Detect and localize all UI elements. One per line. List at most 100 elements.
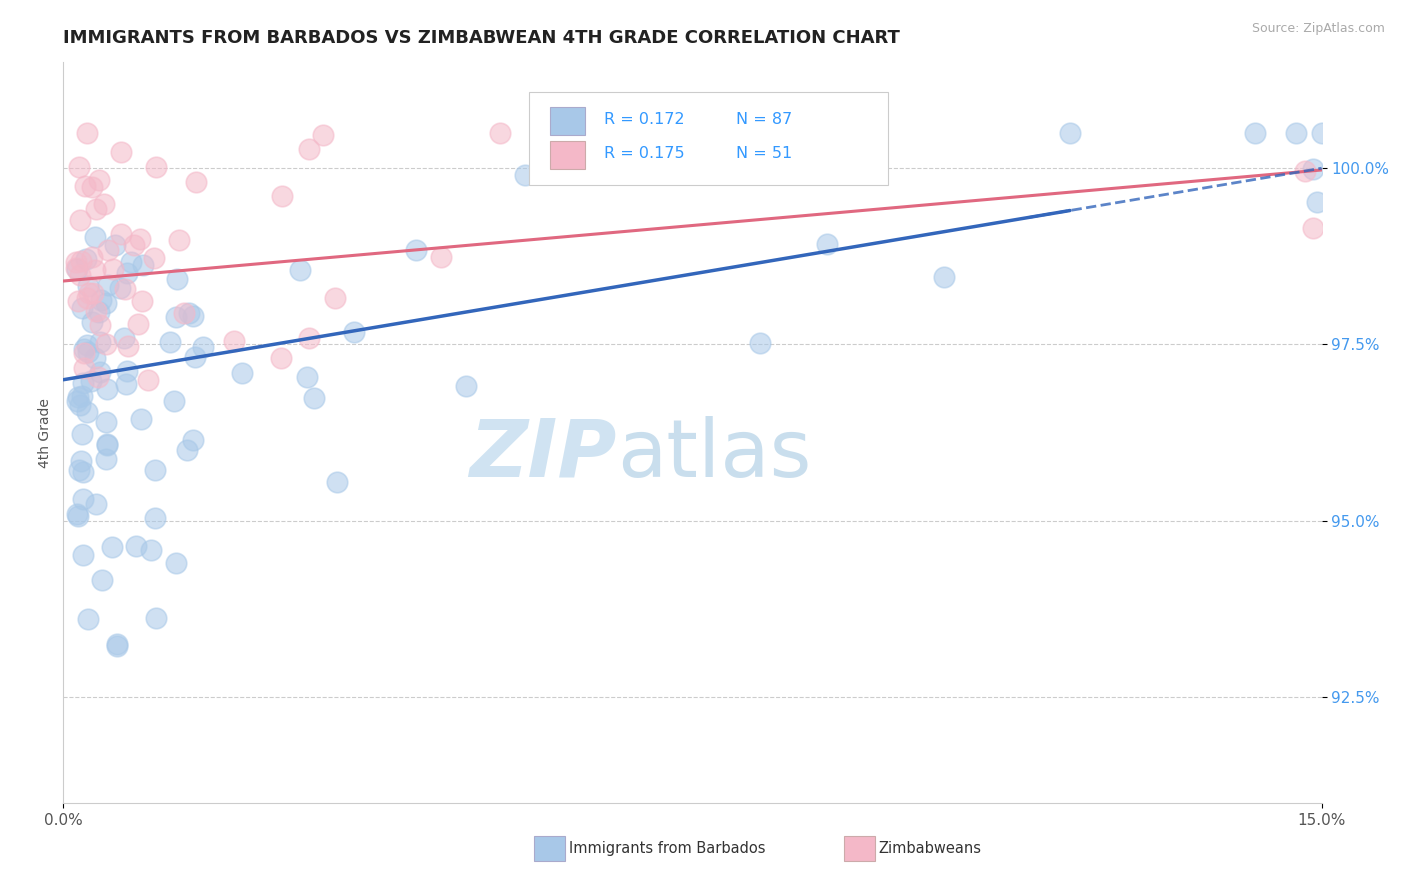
Point bbox=[70, 254, 93, 268]
Point bbox=[1302, 221, 1324, 235]
Point bbox=[1285, 126, 1308, 140]
FancyBboxPatch shape bbox=[529, 92, 887, 185]
Point bbox=[73, 346, 96, 360]
Point bbox=[72, 492, 94, 507]
Text: N = 51: N = 51 bbox=[735, 146, 792, 161]
Point bbox=[162, 393, 184, 408]
Text: N = 87: N = 87 bbox=[735, 112, 792, 127]
Point bbox=[76, 291, 98, 305]
Point bbox=[96, 436, 118, 450]
Point bbox=[165, 556, 187, 570]
Point bbox=[312, 128, 335, 142]
Point bbox=[77, 286, 100, 301]
Point bbox=[110, 227, 132, 242]
Point bbox=[94, 415, 117, 429]
Point bbox=[114, 282, 136, 296]
Point bbox=[298, 142, 321, 156]
Point bbox=[110, 145, 132, 160]
Point bbox=[1306, 195, 1329, 210]
Point bbox=[97, 277, 120, 292]
Text: R = 0.172: R = 0.172 bbox=[605, 112, 685, 127]
Point bbox=[65, 262, 87, 277]
Point bbox=[84, 263, 107, 277]
Point bbox=[342, 325, 364, 339]
Point bbox=[488, 126, 510, 140]
Point bbox=[183, 433, 205, 447]
Point bbox=[72, 360, 94, 375]
Point bbox=[94, 336, 117, 351]
Text: Immigrants from Barbados: Immigrants from Barbados bbox=[569, 841, 766, 855]
Point bbox=[66, 393, 89, 408]
Point bbox=[231, 367, 253, 381]
Point bbox=[80, 315, 103, 329]
Point bbox=[129, 412, 152, 426]
Point bbox=[84, 304, 107, 318]
Point bbox=[295, 370, 318, 384]
Text: Zimbabweans: Zimbabweans bbox=[879, 841, 981, 855]
Point bbox=[117, 364, 139, 378]
Point bbox=[145, 160, 167, 174]
Point bbox=[70, 301, 93, 316]
Point bbox=[166, 272, 188, 286]
Point bbox=[122, 238, 145, 252]
Point bbox=[77, 612, 100, 626]
Point bbox=[83, 230, 105, 244]
Point bbox=[191, 340, 214, 354]
Point bbox=[73, 178, 96, 193]
Point bbox=[173, 306, 195, 320]
Point bbox=[84, 351, 107, 366]
Point bbox=[69, 398, 91, 412]
Point bbox=[75, 252, 97, 267]
Text: ZIP: ZIP bbox=[470, 416, 617, 494]
Point bbox=[117, 266, 139, 280]
Point bbox=[103, 238, 125, 252]
Point bbox=[66, 508, 89, 523]
Point bbox=[748, 336, 770, 351]
Point bbox=[84, 497, 107, 511]
Text: R = 0.175: R = 0.175 bbox=[605, 146, 685, 161]
Point bbox=[127, 318, 149, 332]
Point bbox=[141, 543, 163, 558]
Point bbox=[80, 250, 103, 264]
Point bbox=[143, 510, 166, 524]
Point bbox=[73, 342, 96, 356]
Point bbox=[129, 232, 152, 246]
Point bbox=[184, 176, 207, 190]
Point bbox=[132, 259, 155, 273]
Point bbox=[101, 262, 124, 277]
Point bbox=[405, 243, 427, 257]
Point bbox=[176, 442, 198, 457]
Point bbox=[87, 370, 110, 384]
Point bbox=[143, 463, 166, 477]
Point bbox=[96, 451, 118, 466]
Point bbox=[89, 318, 111, 333]
Point bbox=[70, 426, 93, 441]
Point bbox=[181, 310, 204, 324]
Text: IMMIGRANTS FROM BARBADOS VS ZIMBABWEAN 4TH GRADE CORRELATION CHART: IMMIGRANTS FROM BARBADOS VS ZIMBABWEAN 4… bbox=[63, 29, 900, 47]
Point bbox=[96, 438, 118, 452]
Point bbox=[70, 454, 93, 468]
Point bbox=[72, 376, 94, 391]
Point bbox=[222, 334, 245, 348]
Point bbox=[67, 160, 90, 174]
Point bbox=[93, 197, 115, 211]
Point bbox=[115, 377, 138, 392]
Point bbox=[326, 475, 349, 490]
Text: atlas: atlas bbox=[617, 416, 811, 494]
Point bbox=[91, 573, 114, 587]
Point bbox=[142, 251, 165, 265]
Point bbox=[89, 172, 111, 186]
Point bbox=[430, 250, 453, 264]
Point bbox=[177, 305, 200, 319]
Point bbox=[117, 339, 139, 353]
Point bbox=[323, 291, 346, 305]
Point bbox=[125, 540, 148, 554]
Point bbox=[76, 405, 98, 419]
Point bbox=[90, 293, 112, 308]
Point bbox=[167, 233, 190, 247]
Point bbox=[1310, 126, 1333, 140]
Point bbox=[454, 378, 477, 392]
Point bbox=[815, 237, 838, 252]
Point bbox=[131, 294, 153, 309]
Point bbox=[76, 337, 98, 351]
